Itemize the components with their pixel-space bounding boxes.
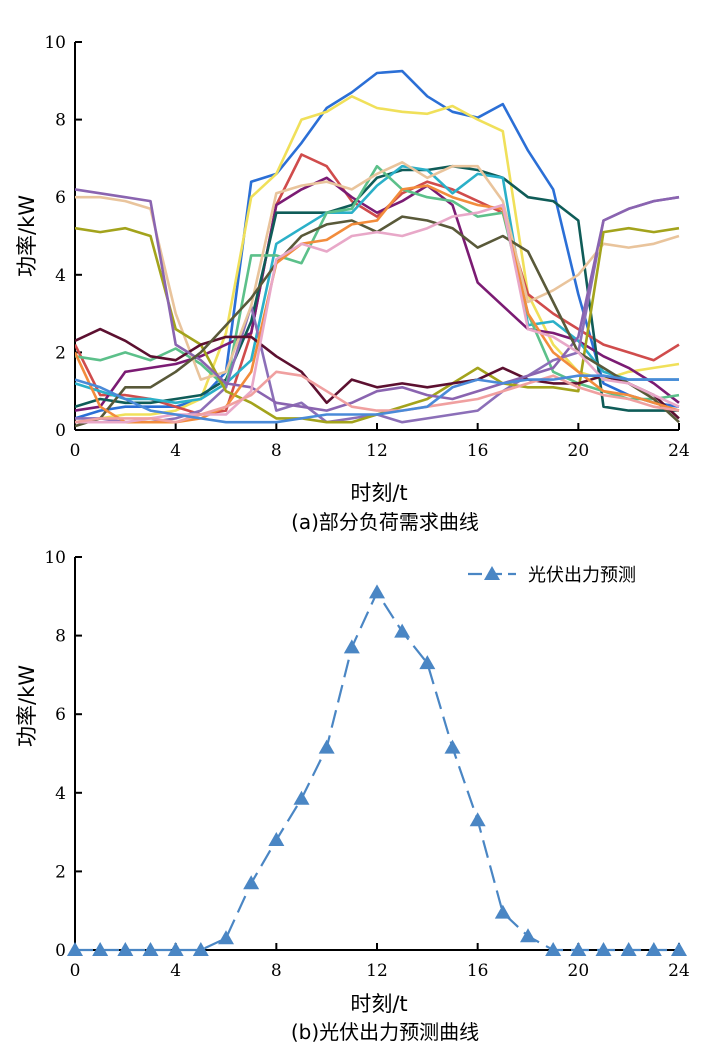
y-tick-label: 0 [55, 421, 66, 441]
y-tick-label: 8 [55, 627, 66, 647]
y-tick-label: 10 [44, 33, 66, 53]
data-point-marker [268, 831, 285, 846]
legend: 光伏出力预测 [468, 565, 636, 586]
data-point-marker [243, 875, 260, 890]
chart-caption: (a)部分负荷需求曲线 [291, 510, 479, 534]
y-tick-label: 2 [55, 343, 66, 363]
data-point-marker [142, 942, 159, 956]
data-point-marker [645, 942, 662, 956]
data-point-marker [369, 584, 385, 599]
y-tick-label: 6 [55, 188, 66, 208]
x-tick-label: 20 [568, 961, 590, 981]
x-tick-label: 0 [70, 441, 81, 461]
series-line-10 [75, 327, 680, 420]
data-point-marker [318, 739, 335, 754]
data-point-marker [218, 930, 234, 945]
x-tick-label: 4 [170, 441, 181, 461]
legend-label: 光伏出力预测 [528, 565, 636, 586]
x-tick-label: 0 [70, 961, 81, 981]
x-tick-label: 16 [467, 961, 489, 981]
x-axis-title: 时刻/t [350, 992, 407, 1016]
x-tick-label: 20 [568, 441, 590, 461]
y-tick-label: 6 [55, 705, 66, 725]
data-point-marker [117, 942, 134, 956]
chart-caption: (b)光伏出力预测曲线 [291, 1020, 479, 1044]
legend-marker [484, 566, 500, 580]
data-point-marker [67, 942, 83, 956]
y-tick-label: 0 [55, 941, 66, 961]
data-point-marker [167, 942, 184, 956]
series-line-11 [75, 188, 680, 412]
data-point-marker [394, 623, 411, 638]
series-line-16 [75, 374, 679, 424]
series-line-0 [75, 591, 679, 952]
x-tick-label: 8 [271, 441, 282, 461]
data-point-marker [620, 942, 637, 956]
series-line-1 [75, 95, 680, 424]
data-point-marker [444, 739, 461, 754]
x-tick-label: 16 [467, 441, 489, 461]
x-tick-label: 24 [668, 441, 690, 461]
data-point-marker [343, 639, 360, 654]
series-line-15 [75, 370, 680, 424]
y-axis-title: 功率/kW [15, 665, 39, 747]
x-tick-label: 24 [668, 961, 690, 981]
data-point-marker [92, 942, 109, 956]
y-tick-label: 4 [55, 784, 66, 804]
data-point-marker [192, 942, 209, 956]
data-point-marker [520, 928, 536, 943]
series-line-9 [75, 226, 680, 424]
data-point-marker [469, 812, 486, 827]
data-point-marker [494, 904, 511, 919]
series-line-8 [75, 161, 680, 381]
series-line-2 [75, 153, 680, 416]
y-tick-label: 8 [55, 111, 66, 131]
y-tick-label: 10 [44, 548, 66, 568]
data-point-marker [419, 655, 436, 670]
series-line-5 [75, 164, 679, 405]
data-point-marker [570, 942, 587, 956]
y-tick-label: 4 [55, 266, 66, 286]
y-axis-title: 功率/kW [15, 195, 39, 277]
data-point-marker [671, 942, 687, 956]
y-tick-label: 2 [55, 862, 66, 882]
data-point-marker [293, 790, 310, 805]
x-tick-label: 12 [366, 961, 388, 981]
x-axis-title: 时刻/t [350, 481, 407, 505]
x-tick-label: 8 [271, 961, 282, 981]
x-tick-label: 12 [366, 441, 388, 461]
x-tick-label: 4 [170, 961, 181, 981]
data-point-marker [545, 942, 562, 956]
data-point-marker [595, 942, 612, 956]
series-line-4 [75, 164, 679, 412]
